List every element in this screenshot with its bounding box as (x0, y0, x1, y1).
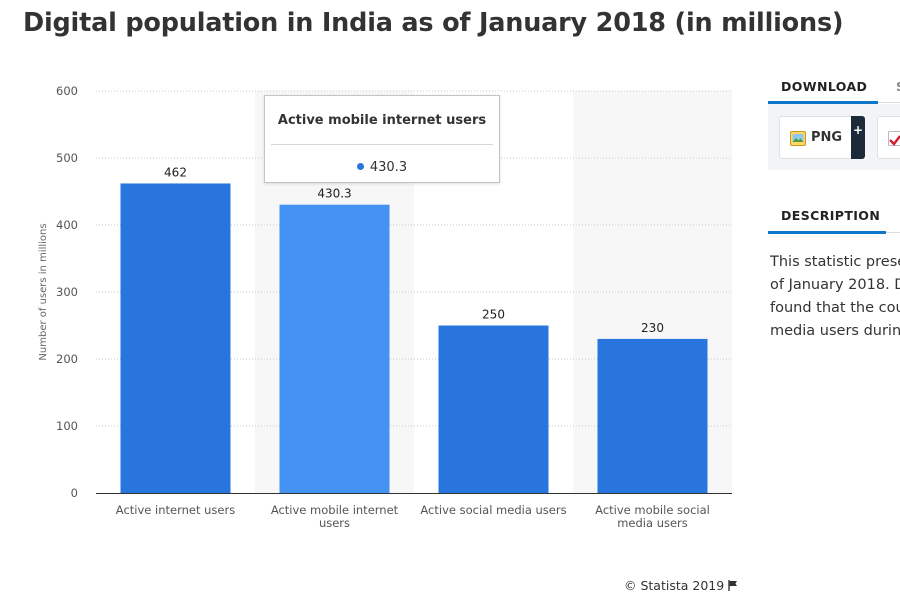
y-tick-label: 200 (56, 352, 78, 366)
tab-divider (886, 232, 900, 233)
description-text: This statistic prese of January 2018. D … (770, 251, 900, 343)
flag-icon[interactable] (728, 580, 738, 591)
image-file-icon (790, 131, 806, 146)
bar-chart: 0 100 200 300 400 500 600 462 Active internet us… (38, 84, 732, 530)
series-dot-icon (356, 163, 364, 170)
description-line: found that the cou (770, 300, 900, 316)
x-category-label: Active internet users (116, 503, 235, 517)
copyright-text: © Statista 2019 (624, 578, 725, 593)
chart-tooltip: Active mobile internet users 430.3 (264, 95, 500, 183)
y-tick-label: 600 (56, 84, 78, 98)
description-line: media users durin (770, 323, 900, 339)
bar (120, 183, 231, 493)
tooltip-title: Active mobile internet users (277, 113, 487, 128)
x-category-label: Active mobile social (595, 503, 710, 517)
y-tick-label: 400 (56, 218, 78, 232)
y-tick-label: 500 (56, 151, 78, 165)
tooltip-value-row: 430.3 (265, 160, 499, 175)
data-label: 250 (482, 308, 505, 322)
bar (279, 204, 390, 493)
x-category-label: Active mobile internet (271, 503, 399, 517)
tooltip-divider (271, 144, 493, 145)
data-label: 462 (164, 165, 187, 179)
y-tick-label: 100 (56, 419, 78, 433)
y-tick-label: 300 (56, 285, 78, 299)
tab-download[interactable]: DOWNLOAD (768, 71, 878, 104)
tooltip-value: 430.3 (369, 160, 408, 175)
png-label: PNG (811, 130, 843, 145)
data-label: 430.3 (317, 187, 351, 201)
tab-divider (878, 102, 900, 103)
bar (597, 338, 708, 493)
y-tick-label: 0 (71, 486, 78, 500)
description-line: This statistic prese (770, 254, 900, 270)
tab-description[interactable]: DESCRIPTION (768, 200, 886, 234)
x-category-label: users (319, 516, 350, 530)
data-label: 230 (641, 321, 664, 335)
x-category-label: Active social media users (420, 503, 566, 517)
y-axis-title: Number of users in millions (38, 223, 49, 360)
plus-icon[interactable]: + (851, 116, 865, 159)
tab-share[interactable]: S (896, 71, 900, 104)
download-pdf-button[interactable] (877, 116, 900, 159)
download-png-button[interactable]: PNG + (779, 116, 865, 159)
page-title: Digital population in India as of Januar… (23, 8, 844, 38)
copyright: © Statista 2019 (624, 578, 738, 593)
x-category-label: media users (617, 516, 688, 530)
description-line: of January 2018. D (770, 277, 900, 293)
bar (438, 325, 549, 493)
pdf-file-icon (888, 131, 900, 146)
